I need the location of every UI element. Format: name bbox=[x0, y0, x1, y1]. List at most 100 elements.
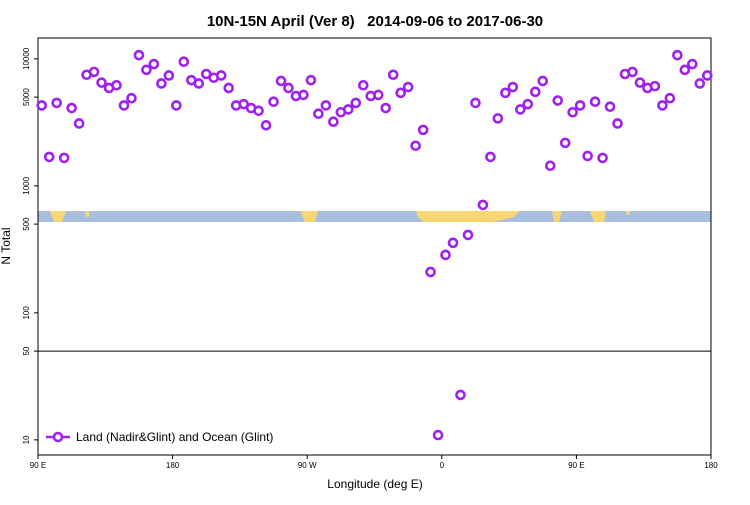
data-point bbox=[51, 97, 62, 109]
x-tick-label: 90 W bbox=[298, 461, 317, 470]
data-point bbox=[627, 66, 638, 78]
data-point bbox=[537, 75, 549, 87]
data-point bbox=[58, 152, 70, 164]
y-tick-label: 100 bbox=[22, 306, 31, 320]
data-point bbox=[133, 49, 145, 61]
data-point bbox=[88, 66, 100, 78]
data-point bbox=[612, 118, 623, 129]
y-tick-label: 10000 bbox=[22, 47, 31, 70]
data-point bbox=[485, 151, 496, 163]
data-point bbox=[126, 92, 137, 104]
data-point bbox=[66, 102, 77, 114]
data-point bbox=[163, 70, 175, 81]
y-axis-label: N Total bbox=[0, 227, 13, 264]
x-axis-label: Longitude (deg E) bbox=[327, 477, 422, 491]
x-tick-label: 180 bbox=[704, 461, 718, 470]
land-shapes bbox=[50, 211, 630, 222]
data-point bbox=[410, 140, 421, 152]
data-point bbox=[260, 119, 272, 131]
data-point bbox=[320, 100, 332, 111]
data-point bbox=[492, 113, 504, 124]
data-point bbox=[118, 100, 130, 111]
legend-label: Land (Nadir&Glint) and Ocean (Glint) bbox=[76, 430, 273, 444]
data-point bbox=[402, 81, 414, 93]
data-point bbox=[432, 429, 444, 441]
x-tick-label: 180 bbox=[166, 461, 180, 470]
legend: Land (Nadir&Glint) and Ocean (Glint) bbox=[46, 430, 273, 444]
data-point bbox=[507, 81, 519, 93]
data-point bbox=[36, 100, 48, 111]
data-point bbox=[522, 98, 534, 110]
y-tick-label: 500 bbox=[22, 217, 31, 231]
data-point bbox=[657, 100, 668, 111]
data-point bbox=[215, 70, 227, 81]
data-point bbox=[275, 75, 287, 87]
data-point bbox=[687, 58, 698, 70]
y-tick-label: 1000 bbox=[22, 176, 31, 194]
data-point bbox=[500, 87, 511, 99]
data-point bbox=[574, 100, 586, 111]
data-point bbox=[470, 97, 481, 109]
data-point bbox=[417, 124, 429, 136]
data-point bbox=[313, 108, 324, 120]
data-point bbox=[73, 118, 85, 129]
x-tick-label: 90 E bbox=[568, 461, 584, 470]
data-point bbox=[387, 69, 399, 81]
y-tick-label: 50 bbox=[22, 346, 31, 355]
y-tick-label: 10 bbox=[22, 435, 31, 444]
data-point bbox=[672, 49, 683, 61]
data-point bbox=[597, 152, 608, 164]
data-point bbox=[96, 77, 107, 88]
data-point bbox=[156, 78, 167, 89]
data-point bbox=[455, 389, 466, 401]
data-point bbox=[298, 89, 309, 101]
data-point bbox=[193, 78, 205, 89]
data-point bbox=[515, 104, 526, 115]
data-point bbox=[477, 199, 489, 211]
data-point bbox=[357, 79, 369, 91]
data-point bbox=[380, 102, 392, 114]
data-point bbox=[343, 104, 354, 115]
data-point bbox=[171, 100, 182, 111]
data-point bbox=[679, 64, 691, 76]
legend-marker bbox=[52, 431, 64, 443]
data-point bbox=[694, 78, 706, 89]
data-point bbox=[253, 105, 264, 117]
data-point bbox=[552, 95, 564, 106]
data-point bbox=[589, 96, 601, 108]
data-point bbox=[141, 64, 152, 76]
data-point bbox=[462, 229, 474, 241]
plot-frame bbox=[37, 37, 712, 456]
data-point bbox=[223, 82, 234, 94]
data-point bbox=[43, 151, 55, 163]
data-point bbox=[372, 89, 384, 101]
data-point bbox=[328, 116, 339, 128]
data-point bbox=[425, 266, 436, 278]
data-point bbox=[268, 96, 279, 108]
data-point bbox=[283, 82, 294, 94]
x-tick-label: 90 E bbox=[30, 461, 46, 470]
data-point bbox=[544, 160, 556, 172]
data-point bbox=[178, 56, 190, 68]
data-point bbox=[148, 58, 160, 70]
data-point bbox=[582, 150, 593, 162]
data-point bbox=[567, 106, 578, 118]
data-point bbox=[604, 101, 616, 113]
data-point bbox=[701, 70, 713, 81]
y-tick-label: 5000 bbox=[22, 88, 31, 106]
data-point bbox=[395, 87, 406, 99]
data-point bbox=[440, 249, 451, 261]
data-point bbox=[664, 92, 676, 104]
data-point bbox=[447, 237, 459, 249]
data-point bbox=[634, 77, 646, 88]
data-point bbox=[649, 80, 661, 92]
x-tick-label: 0 bbox=[440, 461, 445, 470]
data-point bbox=[305, 74, 317, 86]
data-point bbox=[529, 86, 541, 98]
map-strip bbox=[38, 211, 711, 222]
ocean-strip bbox=[38, 211, 711, 222]
data-point bbox=[111, 79, 122, 91]
data-point bbox=[350, 97, 362, 109]
